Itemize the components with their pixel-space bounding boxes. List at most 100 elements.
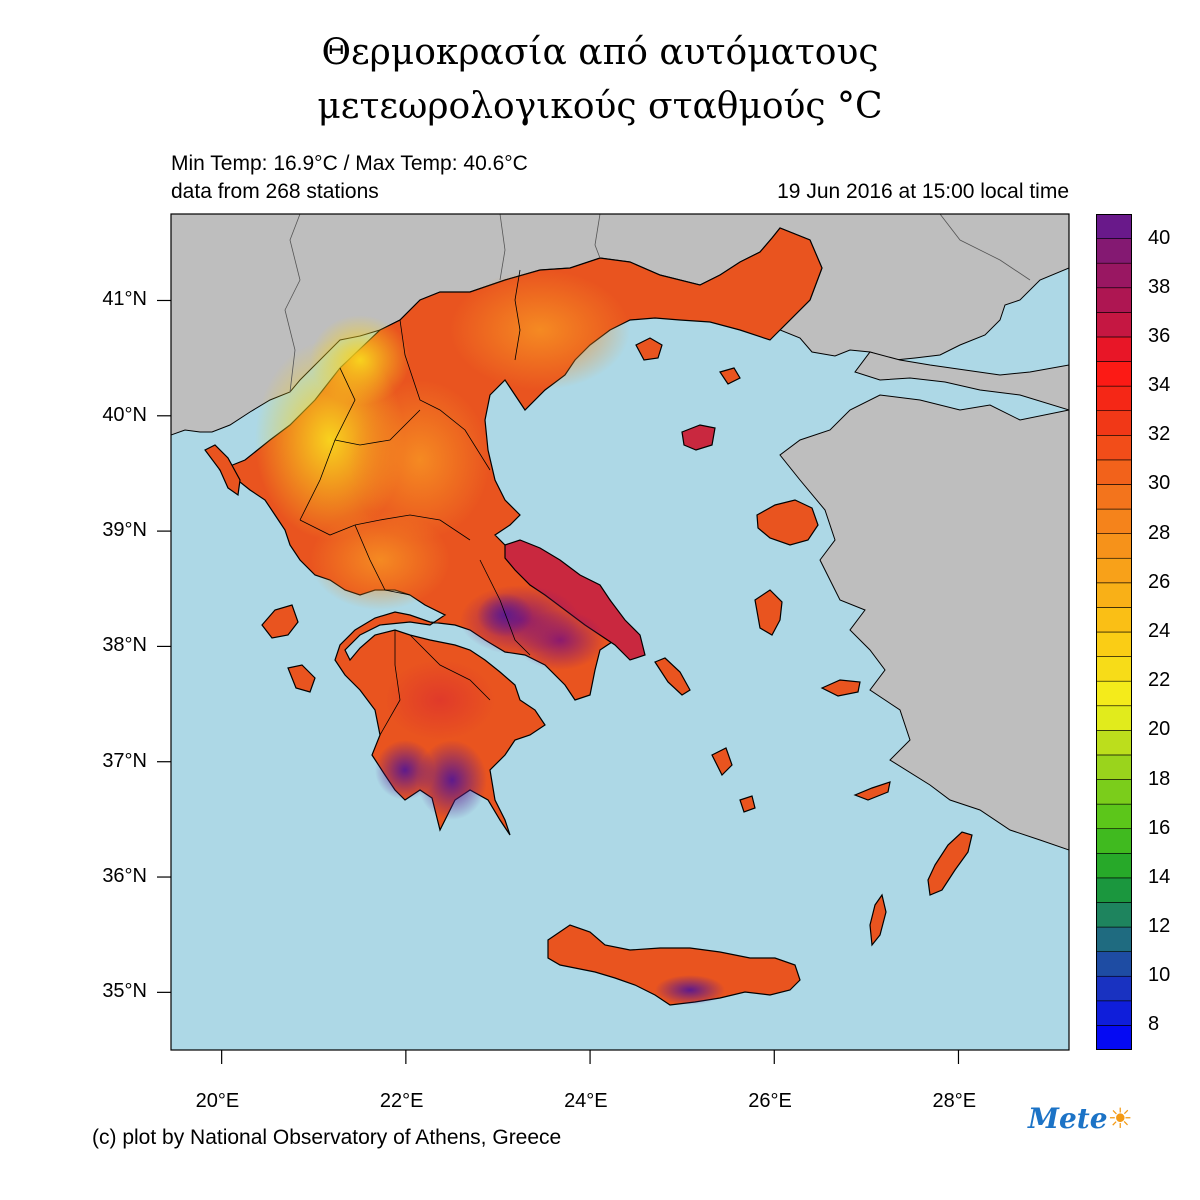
- land-karpathos: [869, 893, 887, 947]
- land-lesvos: [756, 499, 819, 546]
- colorbar-label: 36: [1148, 324, 1171, 347]
- colorbar: [1096, 214, 1132, 1050]
- colorbar-label: 8: [1148, 1013, 1160, 1036]
- region-borders: [299, 269, 531, 736]
- land-corfu: [204, 444, 241, 497]
- colorbar-segment: [1096, 287, 1132, 313]
- logo-text: Mete: [1028, 1102, 1108, 1135]
- colorbar-segment: [1096, 385, 1132, 412]
- map-frame: [170, 213, 1070, 1051]
- min-max-temp: Min Temp: 16.9°C / Max Temp: 40.6°C: [171, 152, 528, 175]
- colorbar-segment: [1096, 434, 1132, 461]
- colorbar-segment: [1096, 1025, 1132, 1050]
- lat-label: 41°N: [102, 288, 147, 311]
- land-naxos: [711, 747, 733, 777]
- land-zakynthos: [287, 664, 316, 693]
- colorbar-label: 30: [1148, 472, 1171, 495]
- colorbar-label: 26: [1148, 570, 1171, 593]
- credit-text: (c) plot by National Observatory of Athe…: [92, 1126, 562, 1149]
- colorbar-segment: [1096, 951, 1132, 977]
- colorbar-segment: [1096, 705, 1132, 731]
- longitude-ticks: [221, 1050, 960, 1064]
- colorbar-segment: [1096, 852, 1132, 879]
- colorbar-segment: [1096, 214, 1132, 239]
- colorbar-segment: [1096, 484, 1132, 510]
- land-kos: [853, 781, 891, 801]
- land-kefalonia: [261, 604, 299, 639]
- colorbar-border: [1096, 214, 1132, 1050]
- colorbar-label: 16: [1148, 816, 1171, 839]
- lat-label: 38°N: [102, 634, 147, 657]
- colorbar-segment: [1096, 828, 1132, 854]
- colorbar-label: 24: [1148, 620, 1171, 642]
- land-chios: [754, 589, 783, 636]
- land-samothraki: [719, 367, 741, 385]
- land-thasos: [635, 337, 663, 361]
- lat-label: 35°N: [102, 980, 147, 1003]
- colorbar-segment: [1096, 336, 1132, 362]
- lon-label: 20°E: [195, 1090, 240, 1112]
- colorbar-segment: [1096, 631, 1132, 657]
- station-count: data from 268 stations: [171, 180, 379, 203]
- colorbar-segment: [1096, 262, 1132, 289]
- land-andros: [654, 657, 691, 696]
- land-rhodes: [927, 831, 973, 896]
- land-santorini: [739, 795, 756, 813]
- land-turkey: [779, 394, 1069, 851]
- colorbar-segment: [1096, 238, 1132, 264]
- colorbar-segment: [1096, 754, 1132, 780]
- temperature-field: [255, 270, 725, 1005]
- colorbar-label: 28: [1148, 521, 1171, 544]
- meteo-logo: Mete☀: [1028, 1102, 1133, 1135]
- lat-label: 36°N: [102, 865, 147, 888]
- land-samos: [820, 679, 861, 697]
- colorbar-segment: [1096, 656, 1132, 682]
- lon-label: 26°E: [748, 1090, 792, 1112]
- colorbar-label: 40: [1148, 226, 1171, 249]
- colorbar-segment: [1096, 361, 1132, 387]
- colorbar-segment: [1096, 582, 1132, 608]
- land-crete: [547, 924, 801, 1006]
- land-turkey-gallipoli: [854, 351, 1069, 411]
- colorbar-label: 34: [1148, 374, 1171, 397]
- map-title-text: μετεωρολογικούς σταθμούς: [317, 86, 826, 127]
- colorbar-segment: [1096, 902, 1132, 928]
- colorbar-segment: [1096, 730, 1132, 756]
- colorbar-segment: [1096, 557, 1132, 584]
- colorbar-label: 12: [1148, 915, 1171, 938]
- colorbar-segment: [1096, 877, 1132, 903]
- lon-label: 28°E: [932, 1090, 977, 1112]
- colorbar-label: 22: [1148, 669, 1171, 692]
- colorbar-segment: [1096, 803, 1132, 830]
- sun-icon: ☀: [1107, 1102, 1133, 1135]
- lat-label: 40°N: [102, 403, 147, 426]
- lon-label: 24°E: [564, 1090, 608, 1112]
- colorbar-label: 32: [1148, 423, 1171, 446]
- colorbar-segment: [1096, 779, 1132, 805]
- colorbar-label: 20: [1148, 718, 1171, 741]
- colorbar-segment: [1096, 533, 1132, 559]
- map-title-unit: °C: [837, 86, 883, 127]
- colorbar-label: 14: [1148, 865, 1171, 888]
- land-lemnos: [681, 424, 716, 451]
- colorbar-segment: [1096, 975, 1132, 1002]
- colorbar-segment: [1096, 1000, 1132, 1026]
- lat-label: 37°N: [102, 749, 147, 772]
- observation-datetime: 19 Jun 2016 at 15:00 local time: [777, 180, 1069, 203]
- lat-label: 39°N: [102, 519, 147, 542]
- colorbar-segment: [1096, 459, 1132, 485]
- country-borders: [284, 214, 1031, 393]
- colorbar-segment: [1096, 508, 1132, 534]
- latitude-ticks: [157, 299, 171, 993]
- colorbar-segment: [1096, 680, 1132, 707]
- colorbar-label: 10: [1148, 964, 1171, 987]
- colorbar-segment: [1096, 312, 1132, 338]
- map-title-line-2: μετεωρολογικούς σταθμούς °C: [0, 86, 1200, 127]
- colorbar-label: 38: [1148, 275, 1171, 298]
- colorbar-segment: [1096, 410, 1132, 436]
- colorbar-segment: [1096, 926, 1132, 952]
- colorbar-segment: [1096, 607, 1132, 633]
- lon-label: 22°E: [379, 1090, 424, 1112]
- colorbar-label: 18: [1148, 767, 1171, 790]
